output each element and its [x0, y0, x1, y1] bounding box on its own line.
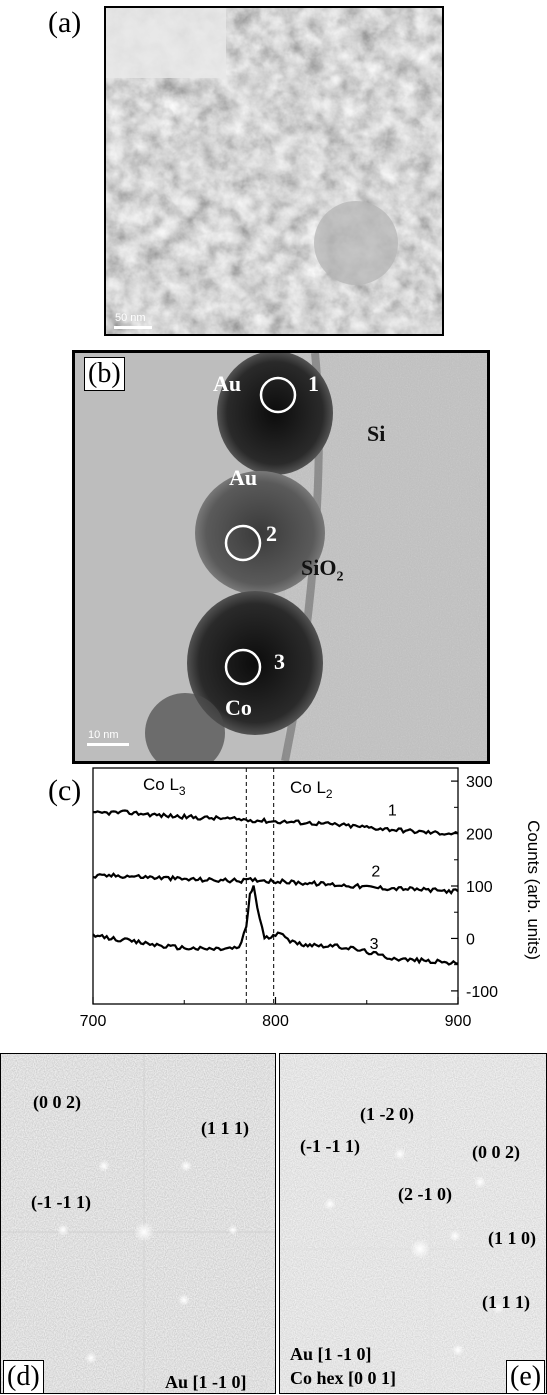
x-tick-label: 800: [262, 1013, 289, 1030]
spot-e-110: (1 1 0): [488, 1228, 536, 1248]
edge-label-main: Co L: [143, 775, 179, 794]
plot-frame: [92, 767, 459, 1005]
series-line-1: [92, 809, 459, 836]
panel-d-label: (d): [3, 1360, 44, 1393]
edge-label: Co L2: [290, 778, 333, 801]
y-tick-label: -100: [466, 984, 498, 1001]
fft-image-d: (0 0 2) (1 1 1) (-1 -1 1) Au [1 -1 0] (d…: [0, 1053, 276, 1394]
y-tick-label: 300: [466, 774, 493, 791]
spot-e-111: (1 1 1): [482, 1292, 530, 1312]
y-tick-label: 100: [466, 879, 493, 896]
tem-image-b: (b) Au 1 Si Au 2 SiO2 3 Co 10 nm: [72, 350, 490, 764]
chart-series: [92, 809, 459, 966]
label-sio2-sub: 2: [336, 569, 344, 585]
tem-image-a-texture: [106, 8, 442, 334]
spot-d-111: (1 1 1): [201, 1118, 249, 1138]
series-line-2: [92, 872, 459, 895]
label-sio2-main: SiO: [301, 555, 337, 580]
panel-e-label: (e): [506, 1360, 546, 1393]
edge-label-sub: 2: [326, 787, 333, 801]
panel-c-label: (c): [48, 774, 82, 807]
panel-a-label: (a): [48, 6, 82, 39]
zone-axis-e-co: Co hex [0 0 1]: [290, 1368, 396, 1388]
fft-image-e-texture: [280, 1054, 546, 1393]
label-si: Si: [367, 421, 386, 446]
scale-label-a: 50 nm: [115, 312, 146, 324]
label-co: Co: [225, 695, 252, 720]
scale-bar-b: [87, 743, 129, 746]
y-tick-label: 200: [466, 827, 493, 844]
edge-label-sub: 3: [179, 784, 186, 798]
chart-axes: [92, 767, 459, 1005]
x-tick-label: 700: [80, 1013, 107, 1030]
spot-e-2m10: (2 -1 0): [398, 1184, 452, 1204]
zone-axis-d: Au [1 -1 0]: [165, 1372, 247, 1392]
tem-image-b-texture: [75, 353, 487, 761]
series-line-3: [92, 885, 459, 966]
series-label: 1: [388, 803, 397, 820]
series-label: 2: [371, 864, 380, 881]
edge-label-main: Co L: [290, 778, 326, 797]
x-tick-label: 900: [445, 1013, 472, 1030]
label-n3: 3: [274, 649, 285, 674]
fft-image-e: (1 -2 0) (-1 -1 1) (0 0 2) (2 -1 0) (1 1…: [279, 1053, 547, 1394]
label-au-mid: Au: [229, 465, 258, 490]
series-label: 3: [370, 936, 379, 953]
tem-image-a: 50 nm: [104, 6, 444, 336]
scale-label-b: 10 nm: [88, 729, 119, 741]
spot-e-m1m11: (-1 -1 1): [300, 1136, 360, 1156]
spot-e-002: (0 0 2): [472, 1142, 520, 1162]
panel-b-label: (b): [84, 357, 125, 391]
label-sio2: SiO2: [301, 555, 343, 585]
y-axis-label: Counts (arb. units): [524, 820, 543, 960]
scale-bar-a: [114, 326, 152, 329]
fft-image-d-texture: [1, 1054, 275, 1393]
y-tick-label: 0: [466, 931, 475, 948]
spot-d-m1m11: (-1 -1 1): [31, 1192, 91, 1212]
label-au-top: Au: [213, 371, 242, 396]
label-n1: 1: [308, 371, 319, 396]
spot-e-1m20: (1 -2 0): [360, 1104, 414, 1124]
zone-axis-e-au: Au [1 -1 0]: [290, 1344, 372, 1364]
label-n2: 2: [266, 521, 277, 546]
edge-label: Co L3: [143, 775, 186, 798]
spot-d-002: (0 0 2): [33, 1092, 81, 1112]
